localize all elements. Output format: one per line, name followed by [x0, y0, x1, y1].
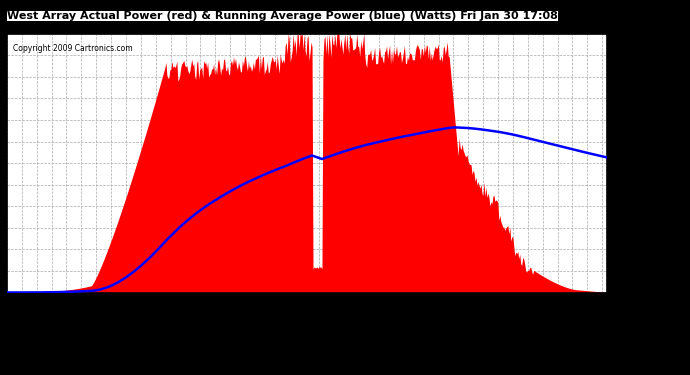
Text: Copyright 2009 Cartronics.com: Copyright 2009 Cartronics.com: [13, 44, 132, 53]
Text: West Array Actual Power (red) & Running Average Power (blue) (Watts) Fri Jan 30 : West Array Actual Power (red) & Running …: [7, 11, 558, 21]
